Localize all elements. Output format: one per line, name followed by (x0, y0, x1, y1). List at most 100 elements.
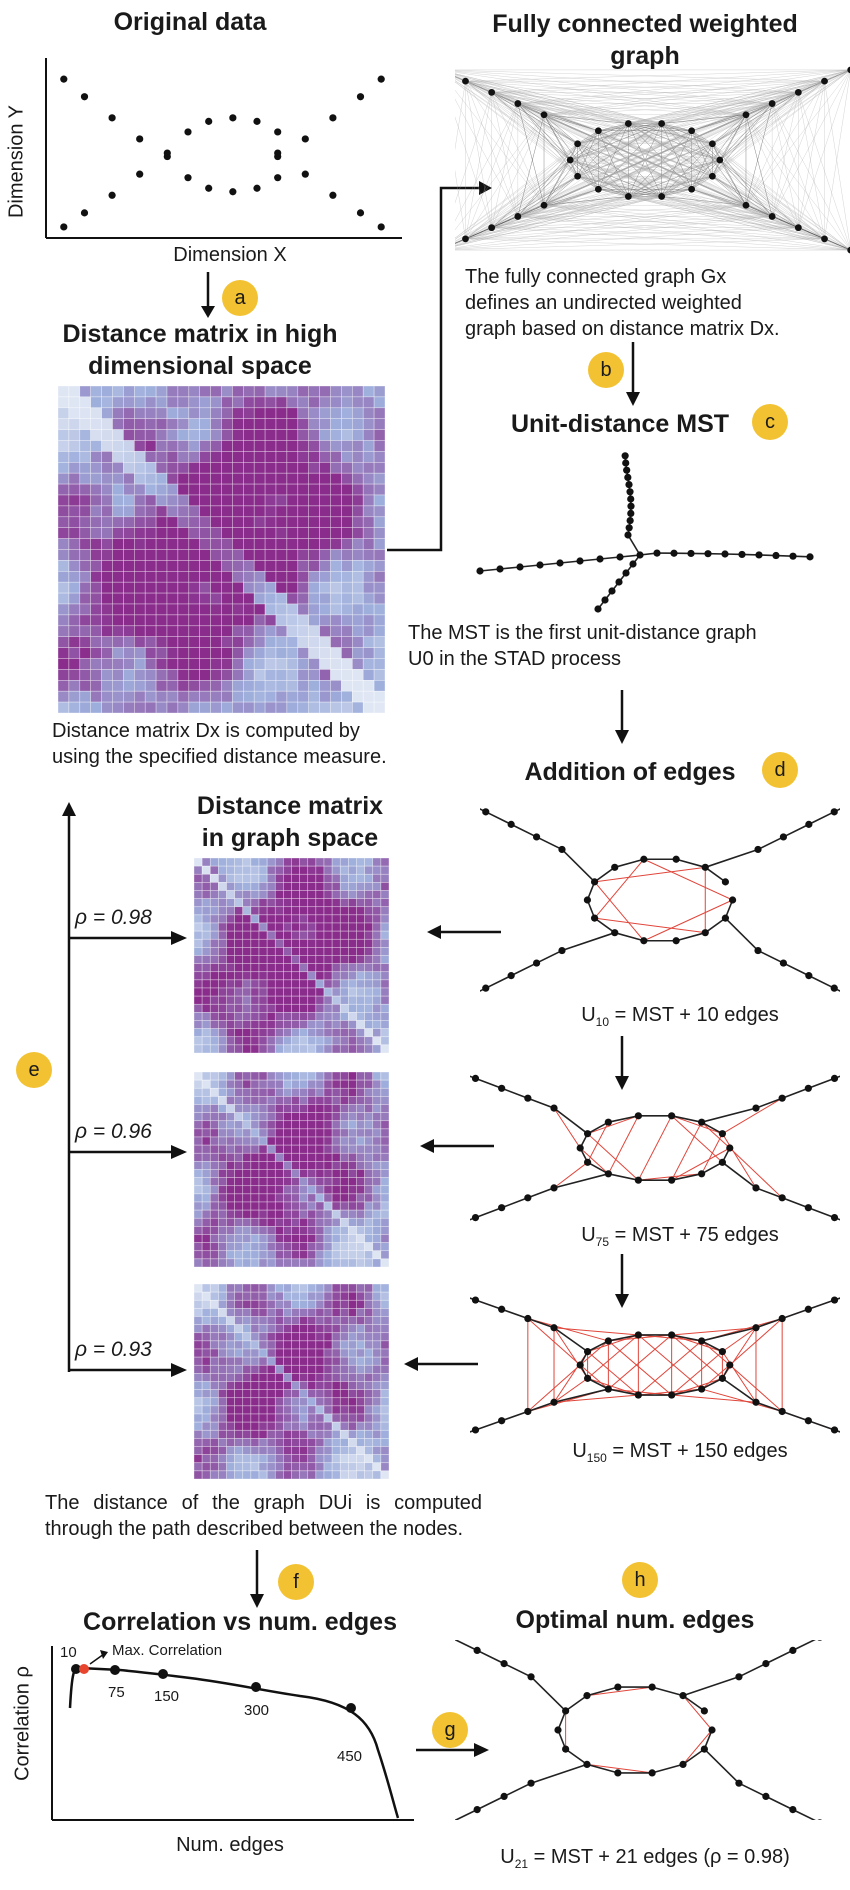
matrix-cell (372, 1438, 382, 1447)
matrix-cell (134, 494, 146, 507)
matrix-cell (315, 938, 325, 948)
matrix-cell (330, 472, 342, 485)
matrix-cell (373, 462, 385, 474)
matrix-cell (266, 979, 276, 989)
matrix-cell (372, 1364, 382, 1374)
matrix-cell (210, 527, 222, 539)
matrix-cell (331, 898, 341, 908)
added-edge (643, 858, 733, 901)
matrix-cell (291, 1217, 300, 1227)
matrix-cell (331, 1454, 341, 1464)
graph-node (556, 559, 564, 567)
matrix-cell (264, 701, 277, 713)
matrix-cell (194, 1193, 203, 1203)
matrix-cell (372, 882, 382, 891)
matrix-cell (341, 549, 353, 561)
matrix-cell (266, 947, 276, 956)
matrix-cell (364, 1136, 374, 1146)
mst-edge (470, 1216, 476, 1221)
matrix-cell (201, 1104, 211, 1113)
matrix-cell (341, 429, 353, 441)
matrix-cell (331, 1364, 341, 1374)
matrix-cell (210, 560, 222, 572)
matrix-cell (209, 1446, 219, 1455)
matrix-cell (307, 1340, 317, 1350)
matrix-cell (351, 603, 364, 616)
matrix-cell (79, 603, 91, 616)
matrix-cell (234, 1324, 244, 1334)
matrix-cell (155, 386, 168, 398)
matrix-cell (315, 1291, 325, 1301)
matrix-cell (201, 1201, 211, 1211)
matrix-cell (250, 1284, 260, 1293)
matrix-cell (364, 1429, 374, 1439)
weighted-edge (543, 130, 599, 206)
matrix-cell (331, 1381, 341, 1390)
matrix-cell (134, 407, 146, 419)
graph-node (594, 605, 602, 613)
matrix-cell (372, 1087, 382, 1097)
graph-node (622, 459, 630, 467)
matrix-cell (372, 1012, 382, 1021)
matrix-cell (266, 938, 276, 948)
matrix-cell (283, 1044, 292, 1053)
matrix-cell (373, 669, 385, 681)
matrix-cell (362, 440, 375, 452)
matrix-cell (194, 858, 203, 867)
matrix-cell (166, 658, 179, 670)
added-edge (608, 1340, 672, 1396)
matrix-cell (339, 1242, 349, 1252)
matrix-cell (209, 1020, 219, 1029)
matrix-cell (234, 1036, 244, 1046)
matrix-cell (101, 494, 113, 507)
matrix-cell (339, 906, 349, 916)
matrix-cell (356, 1112, 365, 1122)
matrix-cell (348, 922, 357, 932)
matrix-cell (253, 451, 266, 463)
matrix-cell (323, 890, 333, 899)
matrix-cell (339, 882, 349, 891)
matrix-cell (68, 560, 81, 572)
matrix-cell (250, 1250, 260, 1260)
graph-node (789, 1806, 797, 1814)
matrix-cell (194, 906, 203, 916)
matrix-cell (308, 658, 320, 670)
matrix-cell (134, 701, 146, 713)
matrix-cell (274, 1193, 284, 1203)
matrix-cell (297, 386, 310, 398)
matrix-cell (266, 1381, 276, 1390)
matrix-cell (283, 1169, 292, 1178)
matrix-cell (258, 1104, 268, 1113)
added-edge (527, 1318, 609, 1342)
matrix-cell (218, 898, 227, 908)
matrix-cell (315, 922, 325, 932)
matrix-cell (134, 614, 146, 627)
graph-node (708, 140, 716, 148)
matrix-cell (188, 625, 201, 638)
matrix-cell (274, 1209, 284, 1219)
matrix-cell (323, 1284, 333, 1293)
matrix-cell (307, 1446, 317, 1455)
matrix-cell (188, 396, 201, 409)
matrix-cell (218, 1020, 227, 1029)
matrix-cell (243, 407, 255, 419)
matrix-cell (199, 538, 211, 550)
matrix-cell (372, 987, 382, 997)
matrix-cell (68, 429, 81, 441)
matrix-cell (283, 1226, 292, 1235)
matrix-cell (155, 483, 168, 496)
matrix-cell (274, 938, 284, 948)
matrix-cell (372, 1226, 382, 1235)
matrix-cell (372, 1340, 382, 1350)
mst-title: Unit-distance MST (510, 410, 730, 438)
matrix-cell (297, 603, 310, 616)
matrix-cell (243, 592, 255, 605)
matrix-cell (144, 538, 157, 550)
matrix-cell (299, 1242, 309, 1252)
matrix-cell (112, 396, 124, 409)
matrix-cell (266, 882, 276, 891)
matrix-cell (177, 647, 190, 659)
matrix-cell (274, 1169, 284, 1178)
graph-node (634, 1391, 642, 1399)
matrix-cell (274, 1096, 284, 1105)
